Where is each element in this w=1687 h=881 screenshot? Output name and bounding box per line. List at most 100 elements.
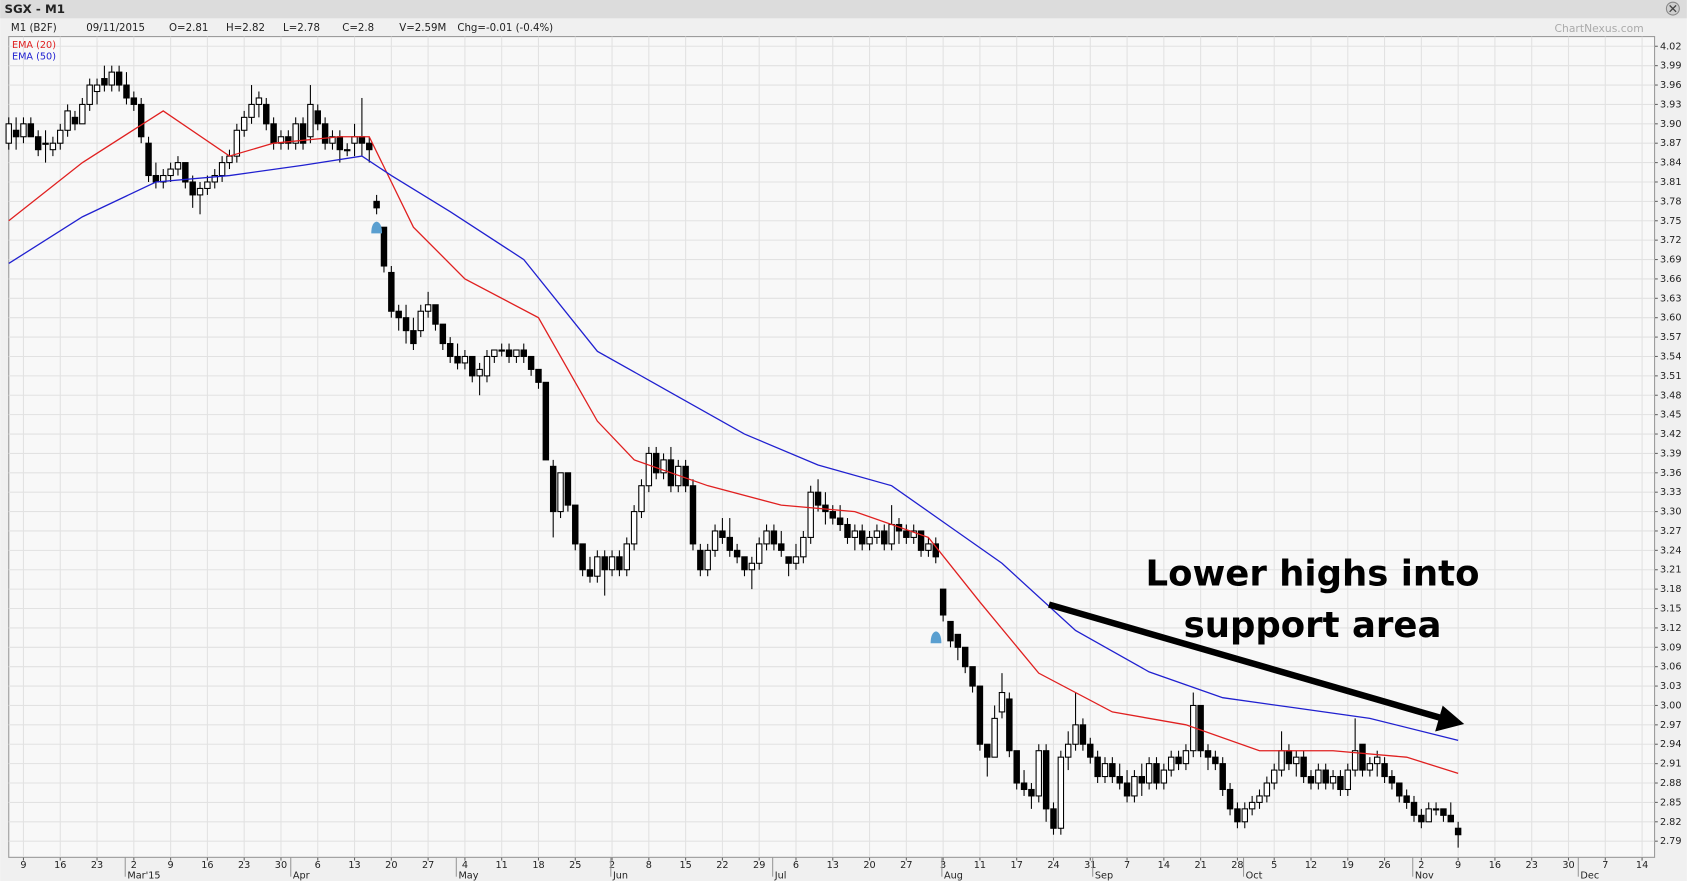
- candle-body: [1160, 769, 1168, 784]
- candle-body: [1064, 743, 1072, 758]
- candle-body: [910, 530, 917, 538]
- candle-body: [976, 685, 984, 745]
- x-tick-label: 12: [1305, 860, 1317, 871]
- candle-body: [299, 123, 307, 144]
- candle-body: [454, 355, 461, 364]
- candle-body: [689, 485, 697, 545]
- candle-body: [1440, 808, 1447, 816]
- candle-body: [1028, 788, 1035, 797]
- candle-body: [586, 569, 594, 577]
- candle-body: [755, 543, 763, 564]
- candle-body: [1454, 827, 1462, 836]
- candle-body: [652, 452, 660, 474]
- ema-line: [8, 110, 1459, 774]
- candle-body: [12, 129, 20, 138]
- candle-body: [763, 530, 770, 545]
- info-field: 09/11/2015: [86, 23, 145, 34]
- candle-body: [115, 71, 123, 86]
- x-tick-label: 16: [201, 860, 213, 871]
- x-tick-label: 31: [1084, 860, 1096, 871]
- candle-body: [57, 129, 64, 144]
- candle-body: [520, 349, 527, 358]
- candle-body: [844, 523, 851, 538]
- candle-body: [380, 226, 388, 267]
- candle-body: [263, 103, 270, 125]
- candle-body: [785, 556, 792, 564]
- candle-body: [321, 123, 329, 144]
- candle-body: [969, 666, 976, 687]
- candle-body: [1182, 750, 1190, 765]
- candle-body: [645, 452, 653, 487]
- y-tick-label: 3.48: [1660, 390, 1682, 401]
- candle-body: [1447, 814, 1455, 823]
- candle-body: [961, 646, 969, 668]
- x-tick-label: 3: [940, 860, 946, 871]
- x-tick-label: 18: [532, 860, 544, 871]
- x-tick-label: 23: [91, 860, 103, 871]
- signal-icons: [371, 221, 942, 644]
- candle-body: [1101, 763, 1109, 778]
- candle-body: [991, 717, 998, 758]
- candle-body: [1359, 743, 1366, 771]
- candle-body: [388, 271, 395, 312]
- candle-body: [343, 149, 351, 152]
- candle-body: [1212, 756, 1219, 765]
- x-tick-label: 16: [54, 860, 66, 871]
- x-tick-label: 30: [1562, 860, 1574, 871]
- candle-body: [778, 543, 785, 551]
- candle-body: [616, 556, 623, 571]
- y-tick-label: 2.88: [1660, 778, 1682, 789]
- candle-body: [947, 620, 954, 642]
- candle-body: [1388, 776, 1396, 784]
- x-tick-label: 20: [863, 860, 875, 871]
- candle-body: [277, 136, 285, 144]
- y-tick-label: 3.33: [1660, 487, 1682, 498]
- x-tick-label: 24: [1047, 860, 1059, 871]
- candle-body: [939, 588, 947, 616]
- x-tick-label: 4: [462, 860, 468, 871]
- candle-body: [1432, 808, 1440, 811]
- plot-area: [8, 36, 1656, 858]
- x-tick-label: 14: [1158, 860, 1170, 871]
- candle-body: [719, 530, 726, 538]
- x-tick-label: 2: [1418, 860, 1424, 871]
- title-bar: [0, 0, 1687, 19]
- candle-body: [1344, 769, 1352, 791]
- candle-body: [20, 123, 27, 138]
- y-tick-label: 2.91: [1660, 759, 1682, 770]
- candle-body: [218, 162, 226, 177]
- month-label: Mar'15: [127, 871, 160, 881]
- candle-body: [807, 491, 814, 538]
- candle-body: [542, 381, 550, 461]
- y-tick-label: 3.12: [1660, 623, 1682, 634]
- y-tick-label: 3.36: [1660, 468, 1682, 479]
- candle-body: [366, 142, 373, 151]
- marks: [5, 65, 1462, 848]
- y-tick-label: 3.15: [1660, 604, 1682, 615]
- candle-body: [1006, 698, 1013, 752]
- candle-body: [469, 355, 476, 377]
- y-tick-label: 3.09: [1660, 642, 1682, 653]
- x-tick-label: 15: [679, 860, 691, 871]
- y-tick-label: 3.93: [1660, 99, 1682, 110]
- candle-body: [1226, 788, 1234, 810]
- candle-body: [358, 136, 366, 144]
- candle-body: [410, 330, 417, 345]
- y-tick-label: 3.21: [1660, 565, 1682, 576]
- candle-body: [1145, 763, 1153, 784]
- candle-body: [1109, 763, 1116, 778]
- candle-body: [79, 103, 86, 125]
- x-tick-label: 11: [496, 860, 508, 871]
- candle-body: [476, 368, 483, 377]
- candle-body: [351, 136, 358, 144]
- candle-body: [704, 549, 711, 571]
- candle-body: [1116, 776, 1123, 784]
- candle-body: [49, 142, 57, 151]
- x-tick-label: 19: [1342, 860, 1354, 871]
- candle-body: [1418, 814, 1425, 823]
- candle-body: [211, 174, 218, 183]
- y-tick-label: 3.00: [1660, 700, 1682, 711]
- x-tick-label: 7: [1602, 860, 1608, 871]
- candle-body: [733, 549, 741, 558]
- candle-body: [167, 168, 174, 177]
